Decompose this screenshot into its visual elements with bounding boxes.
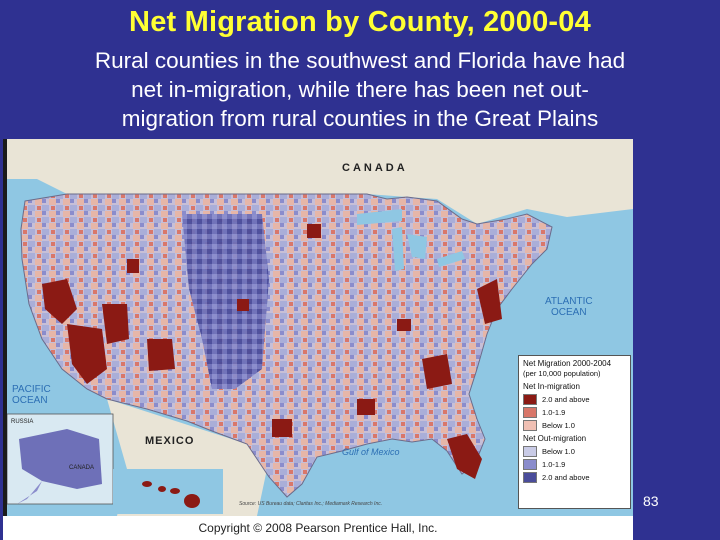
- slide-title: Net Migration by County, 2000-04: [129, 6, 591, 38]
- label-gulf-of-mexico: Gulf of Mexico: [342, 447, 400, 457]
- legend-swatch: [523, 472, 537, 483]
- label-atlantic-line-1: ATLANTIC: [545, 296, 593, 307]
- county-migration-map: CANADA MEXICO ATLANTIC OCEAN PACIFIC OCE…: [3, 139, 633, 516]
- great-lakes: [357, 209, 465, 271]
- hawaii-islands: [142, 481, 200, 508]
- legend-label: 1.0-1.9: [542, 408, 566, 417]
- legend-swatch: [523, 394, 537, 405]
- us-land: [20, 193, 553, 498]
- in-migration-hotspots: [42, 224, 502, 479]
- map-source-note: Source: US Bureau data; Claritas Inc.; M…: [239, 501, 383, 507]
- subtitle-line-2: net in-migration, while there has been n…: [131, 77, 589, 102]
- legend-group-in: Net In-migration: [523, 382, 580, 391]
- legend-row: 2.0 and above: [523, 393, 626, 406]
- canada-land: [7, 139, 633, 224]
- legend-swatch: [523, 407, 537, 418]
- slide-number: 83: [643, 493, 659, 509]
- legend-swatch: [523, 459, 537, 470]
- legend-label: 2.0 and above: [542, 473, 590, 482]
- label-canada: CANADA: [342, 162, 408, 174]
- hawaii-inset: [113, 469, 223, 514]
- legend-row: 1.0-1.9: [523, 458, 626, 471]
- legend-label: Below 1.0: [542, 447, 575, 456]
- copyright-notice: Copyright © 2008 Pearson Prentice Hall, …: [3, 516, 633, 540]
- legend-swatch: [523, 420, 537, 431]
- label-pacific-line-2: OCEAN: [12, 395, 48, 406]
- label-russia: RUSSIA: [11, 419, 34, 425]
- label-mexico: MEXICO: [145, 435, 195, 447]
- legend-row: 2.0 and above: [523, 471, 626, 484]
- label-pacific-ocean: PACIFIC OCEAN: [12, 384, 51, 406]
- alaska-land: [19, 429, 102, 489]
- subtitle-line-3: migration from rural counties in the Gre…: [121, 106, 599, 131]
- legend-row: 1.0-1.9: [523, 406, 626, 419]
- slide-subtitle: Rural counties in the southwest and Flor…: [0, 46, 720, 133]
- subtitle-line-1: Rural counties in the southwest and Flor…: [94, 48, 626, 73]
- map-legend: Net Migration 2000-2004 (per 10,000 popu…: [518, 355, 631, 509]
- great-plains-region: [182, 214, 269, 389]
- legend-subtitle: (per 10,000 population): [523, 369, 601, 378]
- label-canada-inset: CANADA: [69, 465, 95, 471]
- label-pacific-line-1: PACIFIC: [12, 384, 51, 395]
- legend-label: 1.0-1.9: [542, 460, 566, 469]
- legend-title: Net Migration 2000-2004: [523, 359, 612, 368]
- legend-swatch: [523, 446, 537, 457]
- label-atlantic-line-2: OCEAN: [551, 307, 587, 318]
- legend-row: Below 1.0: [523, 445, 626, 458]
- label-atlantic-ocean: ATLANTIC OCEAN: [545, 296, 593, 318]
- legend-label: Below 1.0: [542, 421, 575, 430]
- legend-row: Below 1.0: [523, 419, 626, 432]
- legend-group-out: Net Out-migration: [523, 434, 587, 443]
- map-graphic: [7, 139, 633, 516]
- legend-label: 2.0 and above: [542, 395, 590, 404]
